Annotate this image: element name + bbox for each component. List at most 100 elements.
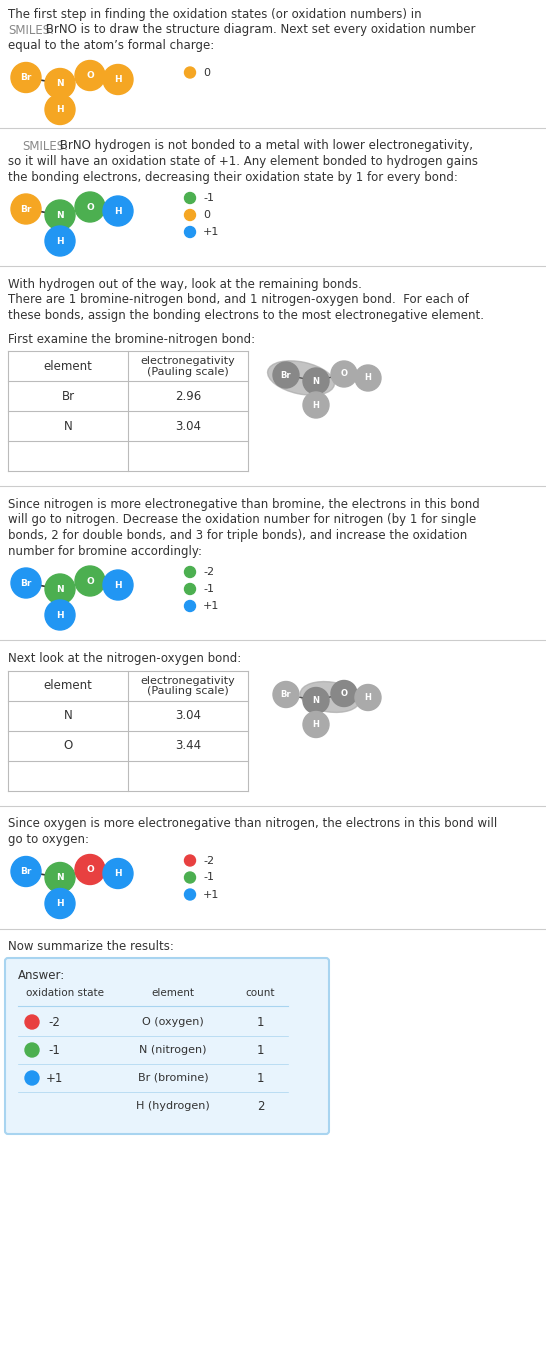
- Text: 3.44: 3.44: [175, 738, 201, 752]
- Text: number for bromine accordingly:: number for bromine accordingly:: [8, 545, 202, 557]
- Text: Br: Br: [20, 867, 32, 876]
- Text: 1: 1: [257, 1043, 264, 1057]
- Text: N: N: [312, 696, 319, 704]
- Text: N: N: [56, 874, 64, 882]
- Circle shape: [45, 863, 75, 893]
- Text: these bonds, assign the bonding electrons to the most electronegative element.: these bonds, assign the bonding electron…: [8, 308, 484, 322]
- Text: The first step in finding the oxidation states (or oxidation numbers) in: The first step in finding the oxidation …: [8, 8, 422, 20]
- Text: -2: -2: [203, 566, 214, 577]
- Text: -1: -1: [203, 192, 214, 203]
- Text: O: O: [86, 576, 94, 586]
- Circle shape: [25, 1043, 39, 1057]
- Ellipse shape: [268, 360, 334, 396]
- Text: H: H: [365, 693, 371, 702]
- Circle shape: [25, 1072, 39, 1085]
- Text: 0: 0: [203, 67, 210, 78]
- Circle shape: [185, 583, 195, 595]
- Text: bonds, 2 for double bonds, and 3 for triple bonds), and increase the oxidation: bonds, 2 for double bonds, and 3 for tri…: [8, 530, 467, 542]
- Text: Br: Br: [281, 689, 292, 699]
- Text: With hydrogen out of the way, look at the remaining bonds.: With hydrogen out of the way, look at th…: [8, 278, 362, 291]
- Circle shape: [185, 872, 195, 883]
- Text: will go to nitrogen. Decrease the oxidation number for nitrogen (by 1 for single: will go to nitrogen. Decrease the oxidat…: [8, 513, 476, 527]
- Circle shape: [45, 601, 75, 631]
- Text: N (nitrogen): N (nitrogen): [139, 1046, 207, 1055]
- Circle shape: [185, 889, 195, 900]
- Circle shape: [273, 681, 299, 707]
- Text: H: H: [114, 206, 122, 216]
- Text: N: N: [56, 210, 64, 220]
- Text: 2.96: 2.96: [175, 389, 201, 403]
- Circle shape: [11, 568, 41, 598]
- Circle shape: [185, 854, 195, 865]
- Text: O: O: [86, 202, 94, 212]
- Text: equal to the atom’s formal charge:: equal to the atom’s formal charge:: [8, 40, 214, 52]
- Text: H: H: [56, 236, 64, 246]
- Text: N: N: [56, 584, 64, 594]
- Text: (Pauling scale): (Pauling scale): [147, 687, 229, 696]
- Text: BrNO hydrogen is not bonded to a metal with lower electronegativity,: BrNO hydrogen is not bonded to a metal w…: [56, 139, 473, 153]
- Text: N: N: [312, 377, 319, 385]
- Text: 1: 1: [257, 1016, 264, 1028]
- Text: N: N: [64, 419, 73, 433]
- Text: count: count: [246, 988, 275, 999]
- Text: There are 1 bromine-nitrogen bond, and 1 nitrogen-oxygen bond.  For each of: There are 1 bromine-nitrogen bond, and 1…: [8, 293, 469, 307]
- Text: +1: +1: [203, 890, 219, 900]
- Text: SMILES:: SMILES:: [22, 139, 69, 153]
- Text: Br: Br: [20, 72, 32, 82]
- Text: +1: +1: [45, 1072, 63, 1085]
- Text: O (oxygen): O (oxygen): [142, 1017, 204, 1026]
- Text: -1: -1: [203, 872, 214, 883]
- Text: H: H: [312, 719, 319, 729]
- Text: First examine the bromine-nitrogen bond:: First examine the bromine-nitrogen bond:: [8, 333, 255, 345]
- Text: electronegativity: electronegativity: [141, 676, 235, 685]
- Text: H: H: [56, 105, 64, 115]
- Circle shape: [75, 854, 105, 885]
- Text: H: H: [114, 580, 122, 590]
- Circle shape: [45, 68, 75, 98]
- Text: Since nitrogen is more electronegative than bromine, the electrons in this bond: Since nitrogen is more electronegative t…: [8, 498, 480, 511]
- Circle shape: [75, 566, 105, 597]
- Circle shape: [331, 681, 357, 707]
- Circle shape: [45, 227, 75, 257]
- Text: Br: Br: [62, 389, 75, 403]
- Circle shape: [303, 688, 329, 714]
- Circle shape: [11, 194, 41, 224]
- Text: Br: Br: [20, 205, 32, 213]
- FancyBboxPatch shape: [5, 958, 329, 1134]
- Text: element: element: [44, 678, 92, 692]
- Text: H: H: [56, 900, 64, 908]
- Text: -2: -2: [203, 856, 214, 865]
- Text: element: element: [44, 359, 92, 373]
- Circle shape: [25, 1016, 39, 1029]
- Text: 3.04: 3.04: [175, 419, 201, 433]
- Text: 0: 0: [203, 210, 210, 220]
- Text: -1: -1: [48, 1043, 60, 1057]
- Text: element: element: [151, 988, 194, 999]
- Circle shape: [103, 859, 133, 889]
- Text: O: O: [86, 71, 94, 81]
- Text: Br: Br: [281, 370, 292, 379]
- Circle shape: [355, 684, 381, 711]
- Text: +1: +1: [203, 227, 219, 238]
- Text: H (hydrogen): H (hydrogen): [136, 1102, 210, 1111]
- Text: SMILES:: SMILES:: [8, 23, 54, 37]
- Text: Next look at the nitrogen-oxygen bond:: Next look at the nitrogen-oxygen bond:: [8, 652, 241, 665]
- Text: (Pauling scale): (Pauling scale): [147, 367, 229, 377]
- Circle shape: [185, 192, 195, 203]
- Text: electronegativity: electronegativity: [141, 356, 235, 366]
- Circle shape: [185, 227, 195, 238]
- Text: Br (bromine): Br (bromine): [138, 1073, 209, 1082]
- Text: the bonding electrons, decreasing their oxidation state by 1 for every bond:: the bonding electrons, decreasing their …: [8, 171, 458, 183]
- Text: BrNO is to draw the structure diagram. Next set every oxidation number: BrNO is to draw the structure diagram. N…: [41, 23, 475, 37]
- Circle shape: [45, 889, 75, 919]
- Circle shape: [75, 192, 105, 222]
- Circle shape: [303, 369, 329, 394]
- Text: go to oxygen:: go to oxygen:: [8, 833, 89, 846]
- Text: 3.04: 3.04: [175, 708, 201, 722]
- Circle shape: [75, 60, 105, 90]
- Text: N: N: [64, 708, 73, 722]
- Text: H: H: [365, 374, 371, 382]
- Circle shape: [185, 209, 195, 221]
- Circle shape: [303, 392, 329, 418]
- Text: H: H: [114, 870, 122, 878]
